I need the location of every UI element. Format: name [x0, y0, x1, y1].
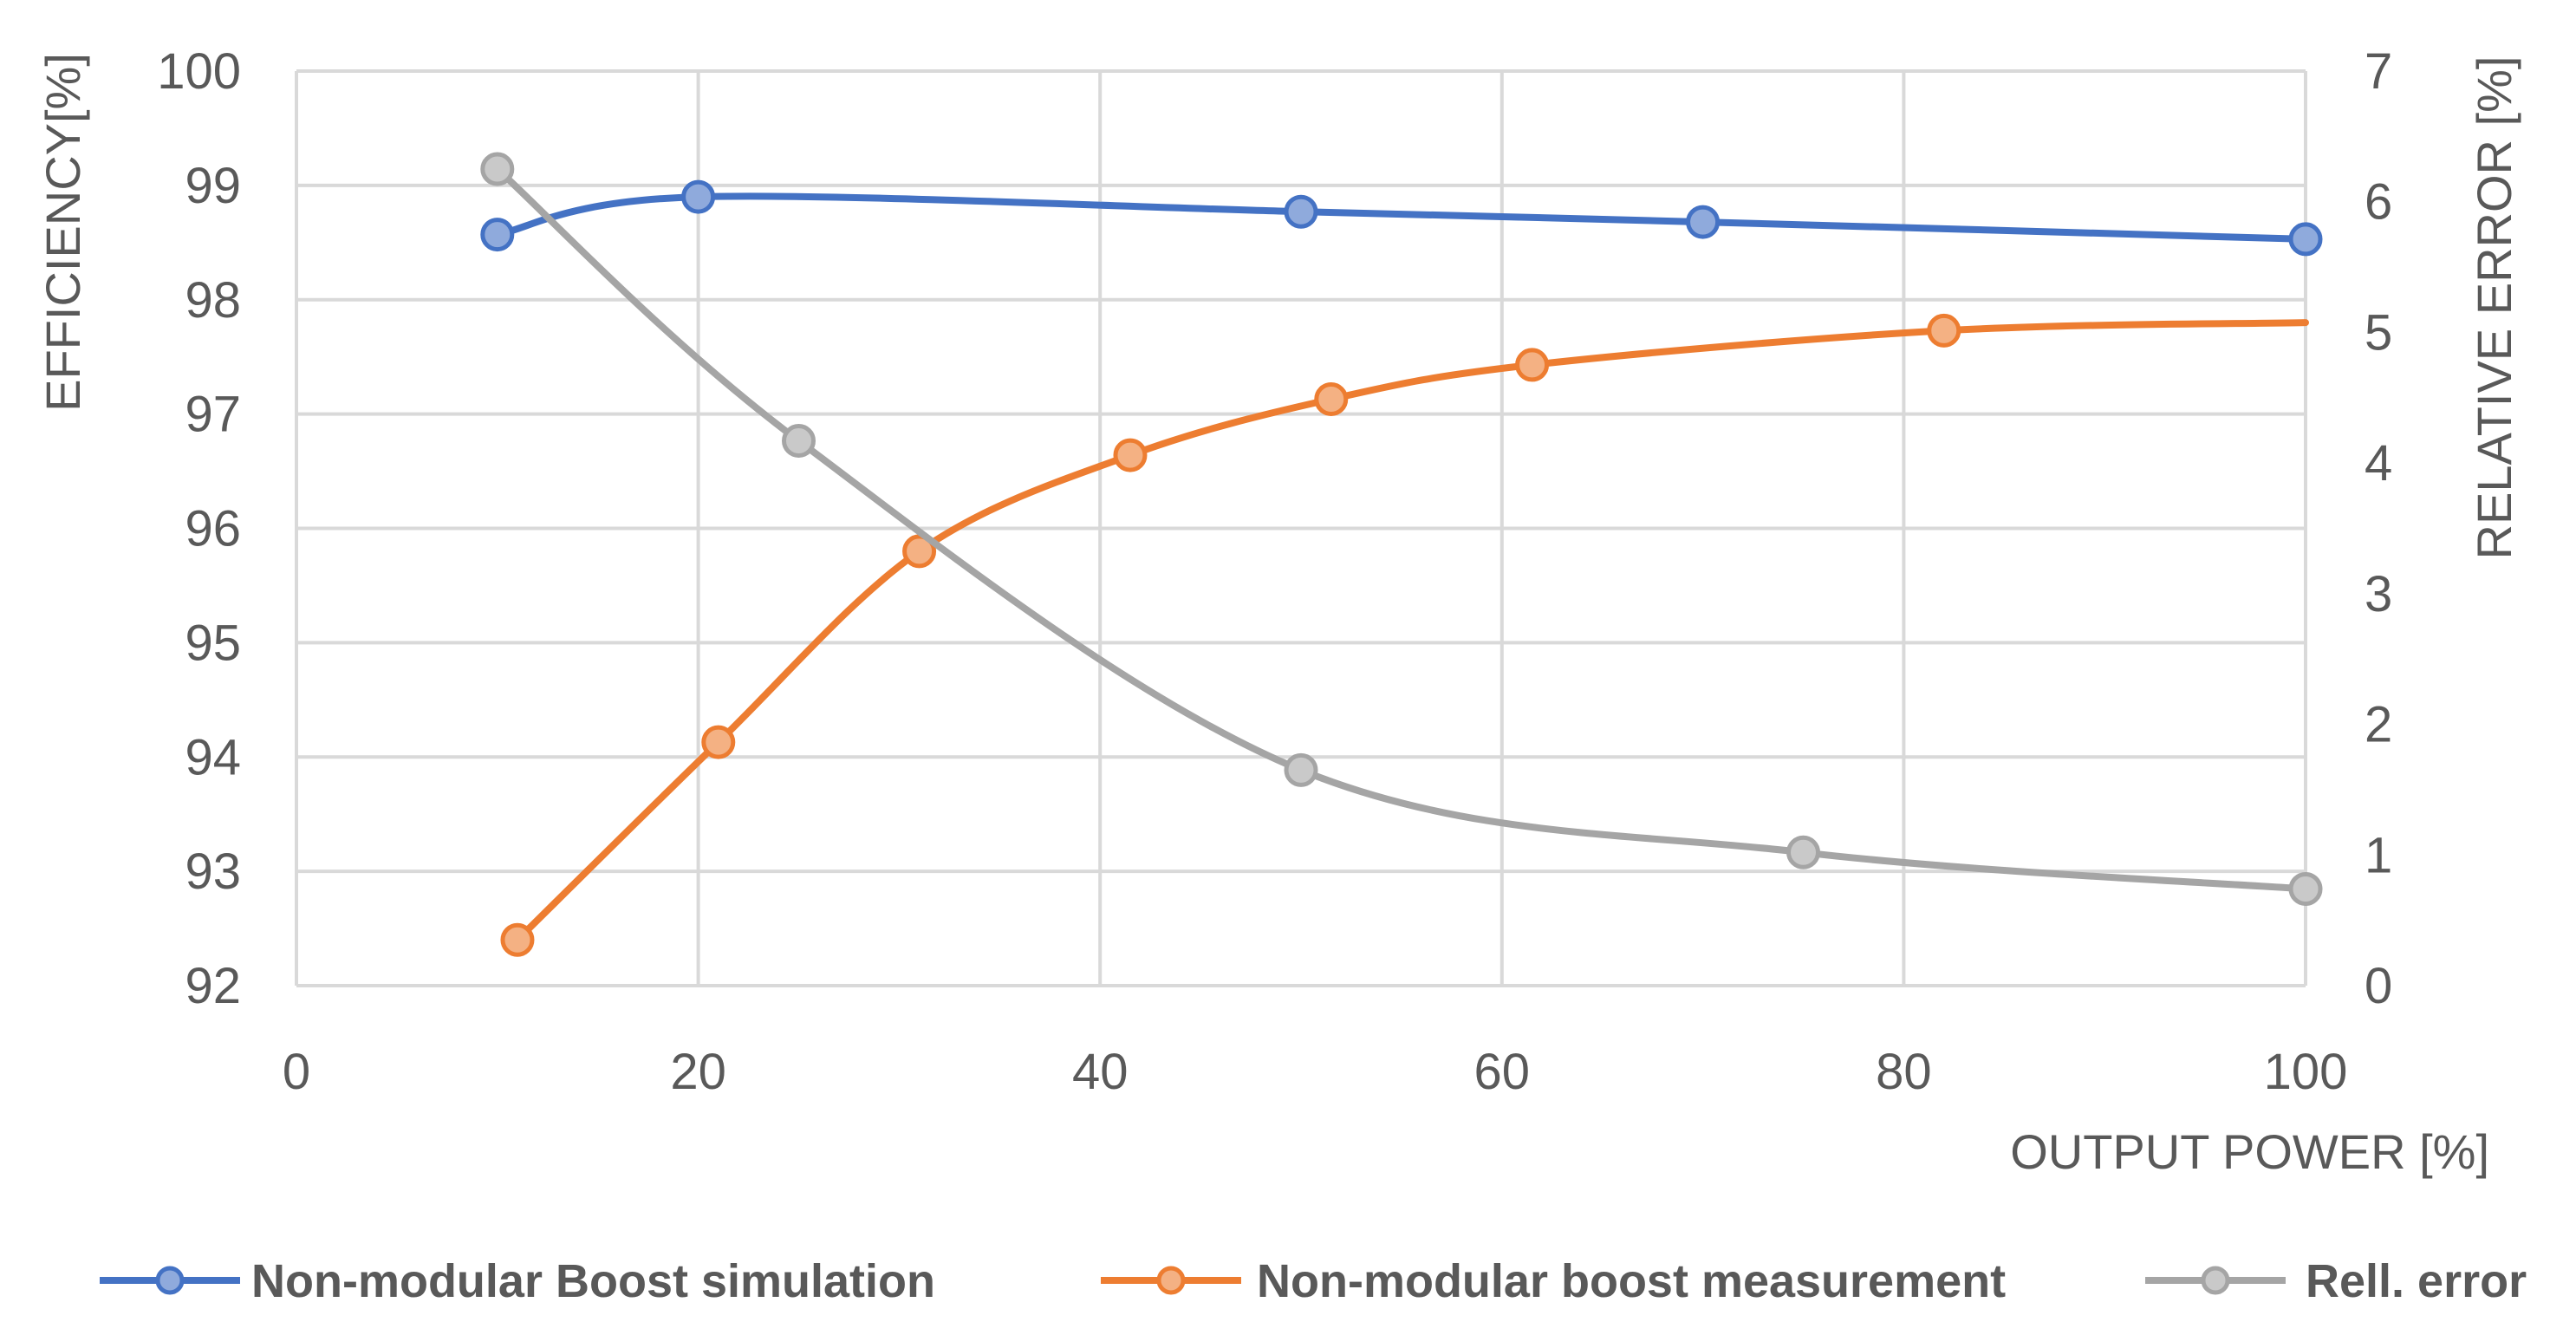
- y2-tick-label: 4: [2365, 435, 2392, 492]
- legend-swatch-marker: [2201, 1266, 2230, 1295]
- data-point: [1927, 313, 1961, 348]
- data-point: [681, 179, 716, 214]
- y-tick-label: 93: [185, 843, 241, 900]
- data-point: [1284, 752, 1318, 787]
- series-layer: [480, 152, 2323, 957]
- y2-tick-label: 5: [2365, 304, 2392, 361]
- y-tick-label: 95: [185, 615, 241, 671]
- y2-tick-label: 1: [2365, 827, 2392, 883]
- legend-item: Rell. error: [2145, 1255, 2527, 1307]
- data-point: [1686, 205, 1721, 239]
- legend-label: Non-modular boost measurement: [1257, 1255, 2006, 1307]
- legend-swatch-marker: [155, 1266, 185, 1295]
- y-tick-label: 96: [185, 501, 241, 557]
- y2-tick-label: 2: [2365, 697, 2392, 753]
- y2-tick-label: 3: [2365, 566, 2392, 622]
- x-tick-label: 100: [2264, 1044, 2348, 1100]
- y2-axis-title: RELATIVE ERROR [%]: [2467, 56, 2521, 560]
- legend-item: Non-modular boost measurement: [1101, 1255, 2006, 1307]
- series-1: [480, 179, 2323, 257]
- x-tick-label: 0: [283, 1044, 310, 1100]
- tick-labels: 92 93 94 95 96 97 98 99 100 0 20 40 60 80 100 0 1 2 3 4 5 6 7: [157, 43, 2392, 1100]
- data-point: [2288, 222, 2323, 257]
- x-tick-label: 40: [1072, 1044, 1129, 1100]
- legend-label: Rell. error: [2306, 1255, 2527, 1307]
- y-tick-label: 100: [157, 43, 241, 100]
- y2-tick-label: 6: [2365, 174, 2392, 231]
- x-tick-label: 60: [1474, 1044, 1531, 1100]
- data-point: [480, 152, 515, 186]
- data-point: [1314, 381, 1349, 416]
- data-point: [701, 725, 736, 759]
- data-point: [480, 218, 515, 252]
- y-tick-label: 92: [185, 958, 241, 1014]
- legend-swatch-marker: [1156, 1266, 1186, 1295]
- y-axis-title: EFFICIENCY[%]: [36, 53, 90, 412]
- data-point: [1284, 194, 1318, 229]
- data-point: [902, 534, 937, 569]
- data-point: [500, 922, 535, 957]
- data-point: [1113, 438, 1148, 472]
- x-tick-label: 80: [1876, 1044, 1932, 1100]
- y-tick-label: 97: [185, 387, 241, 443]
- legend: Non-modular Boost simulation Non-modular …: [100, 1255, 2527, 1307]
- data-point: [1515, 348, 1550, 382]
- y-tick-label: 98: [185, 272, 241, 329]
- series-3: [480, 152, 2323, 906]
- x-tick-label: 20: [670, 1044, 726, 1100]
- y2-tick-label: 0: [2365, 958, 2392, 1014]
- series-2: [500, 313, 2309, 957]
- y2-tick-label: 7: [2365, 43, 2392, 100]
- legend-item: Non-modular Boost simulation: [100, 1255, 935, 1307]
- data-point: [1786, 835, 1820, 869]
- legend-label: Non-modular Boost simulation: [251, 1255, 935, 1307]
- x-axis-title: OUTPUT POWER [%]: [2010, 1124, 2489, 1179]
- y-tick-label: 99: [185, 158, 241, 214]
- data-point: [782, 424, 816, 459]
- y-tick-label: 94: [185, 729, 241, 785]
- data-point: [2288, 871, 2323, 906]
